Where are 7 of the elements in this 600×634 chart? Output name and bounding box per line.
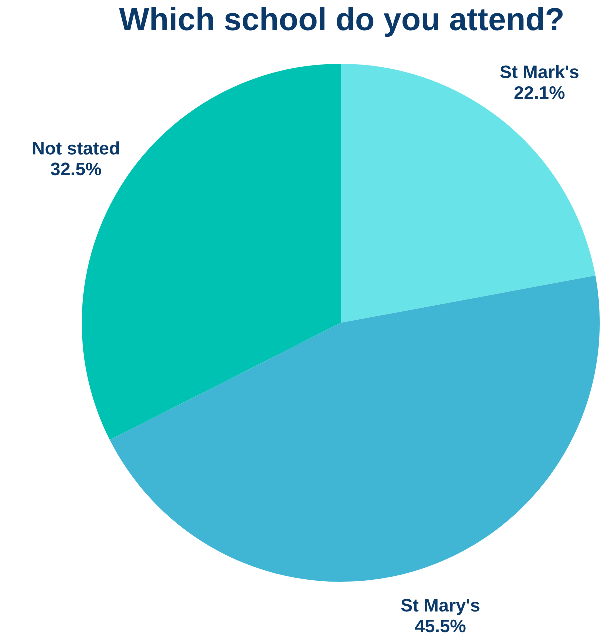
data-label: 32.5%: [51, 162, 102, 176]
data-label: 22.1%: [514, 86, 565, 100]
data-label: 45.5%: [415, 620, 466, 633]
slice-label: St Mark's: [500, 65, 579, 79]
slice-label: St Mary's: [401, 599, 480, 616]
chart-title: Which school do you attend?: [119, 7, 563, 38]
slice-label: Not stated: [33, 142, 120, 155]
